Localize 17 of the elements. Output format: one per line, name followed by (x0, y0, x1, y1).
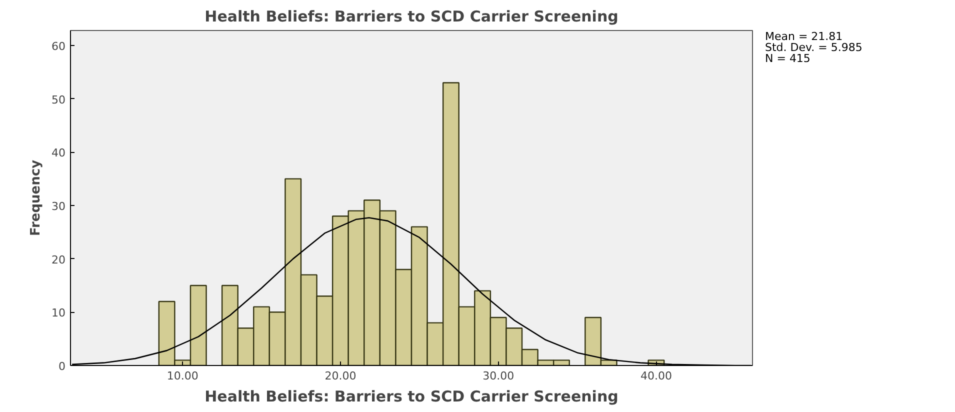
y-tick-label: 60 (52, 40, 66, 53)
y-tick-label: 40 (52, 146, 66, 160)
x-tick-label: 10.00 (166, 370, 198, 382)
x-tick-label: 40.00 (640, 370, 672, 382)
text: Mean = 21.81 (765, 30, 843, 43)
y-tick-label: 0 (58, 360, 66, 373)
chart-title: Health Beliefs: Barriers to SCD Carrier Screening (204, 8, 618, 26)
y-tick-label: 50 (52, 93, 66, 106)
y-tick-label: 20 (52, 253, 66, 266)
text: Std. Dev. = 5.985 (765, 41, 862, 54)
y-axis-title: Frequency (28, 159, 44, 236)
x-tick-label: 20.00 (324, 370, 356, 382)
x-axis-title: Health Beliefs: Barriers to SCD Carrier Screening (204, 388, 618, 406)
x-tick-label: 30.00 (482, 370, 514, 382)
y-tick-label: 10 (52, 306, 66, 320)
text: N = 415 (765, 52, 812, 65)
y-tick-label: 30 (52, 200, 66, 213)
